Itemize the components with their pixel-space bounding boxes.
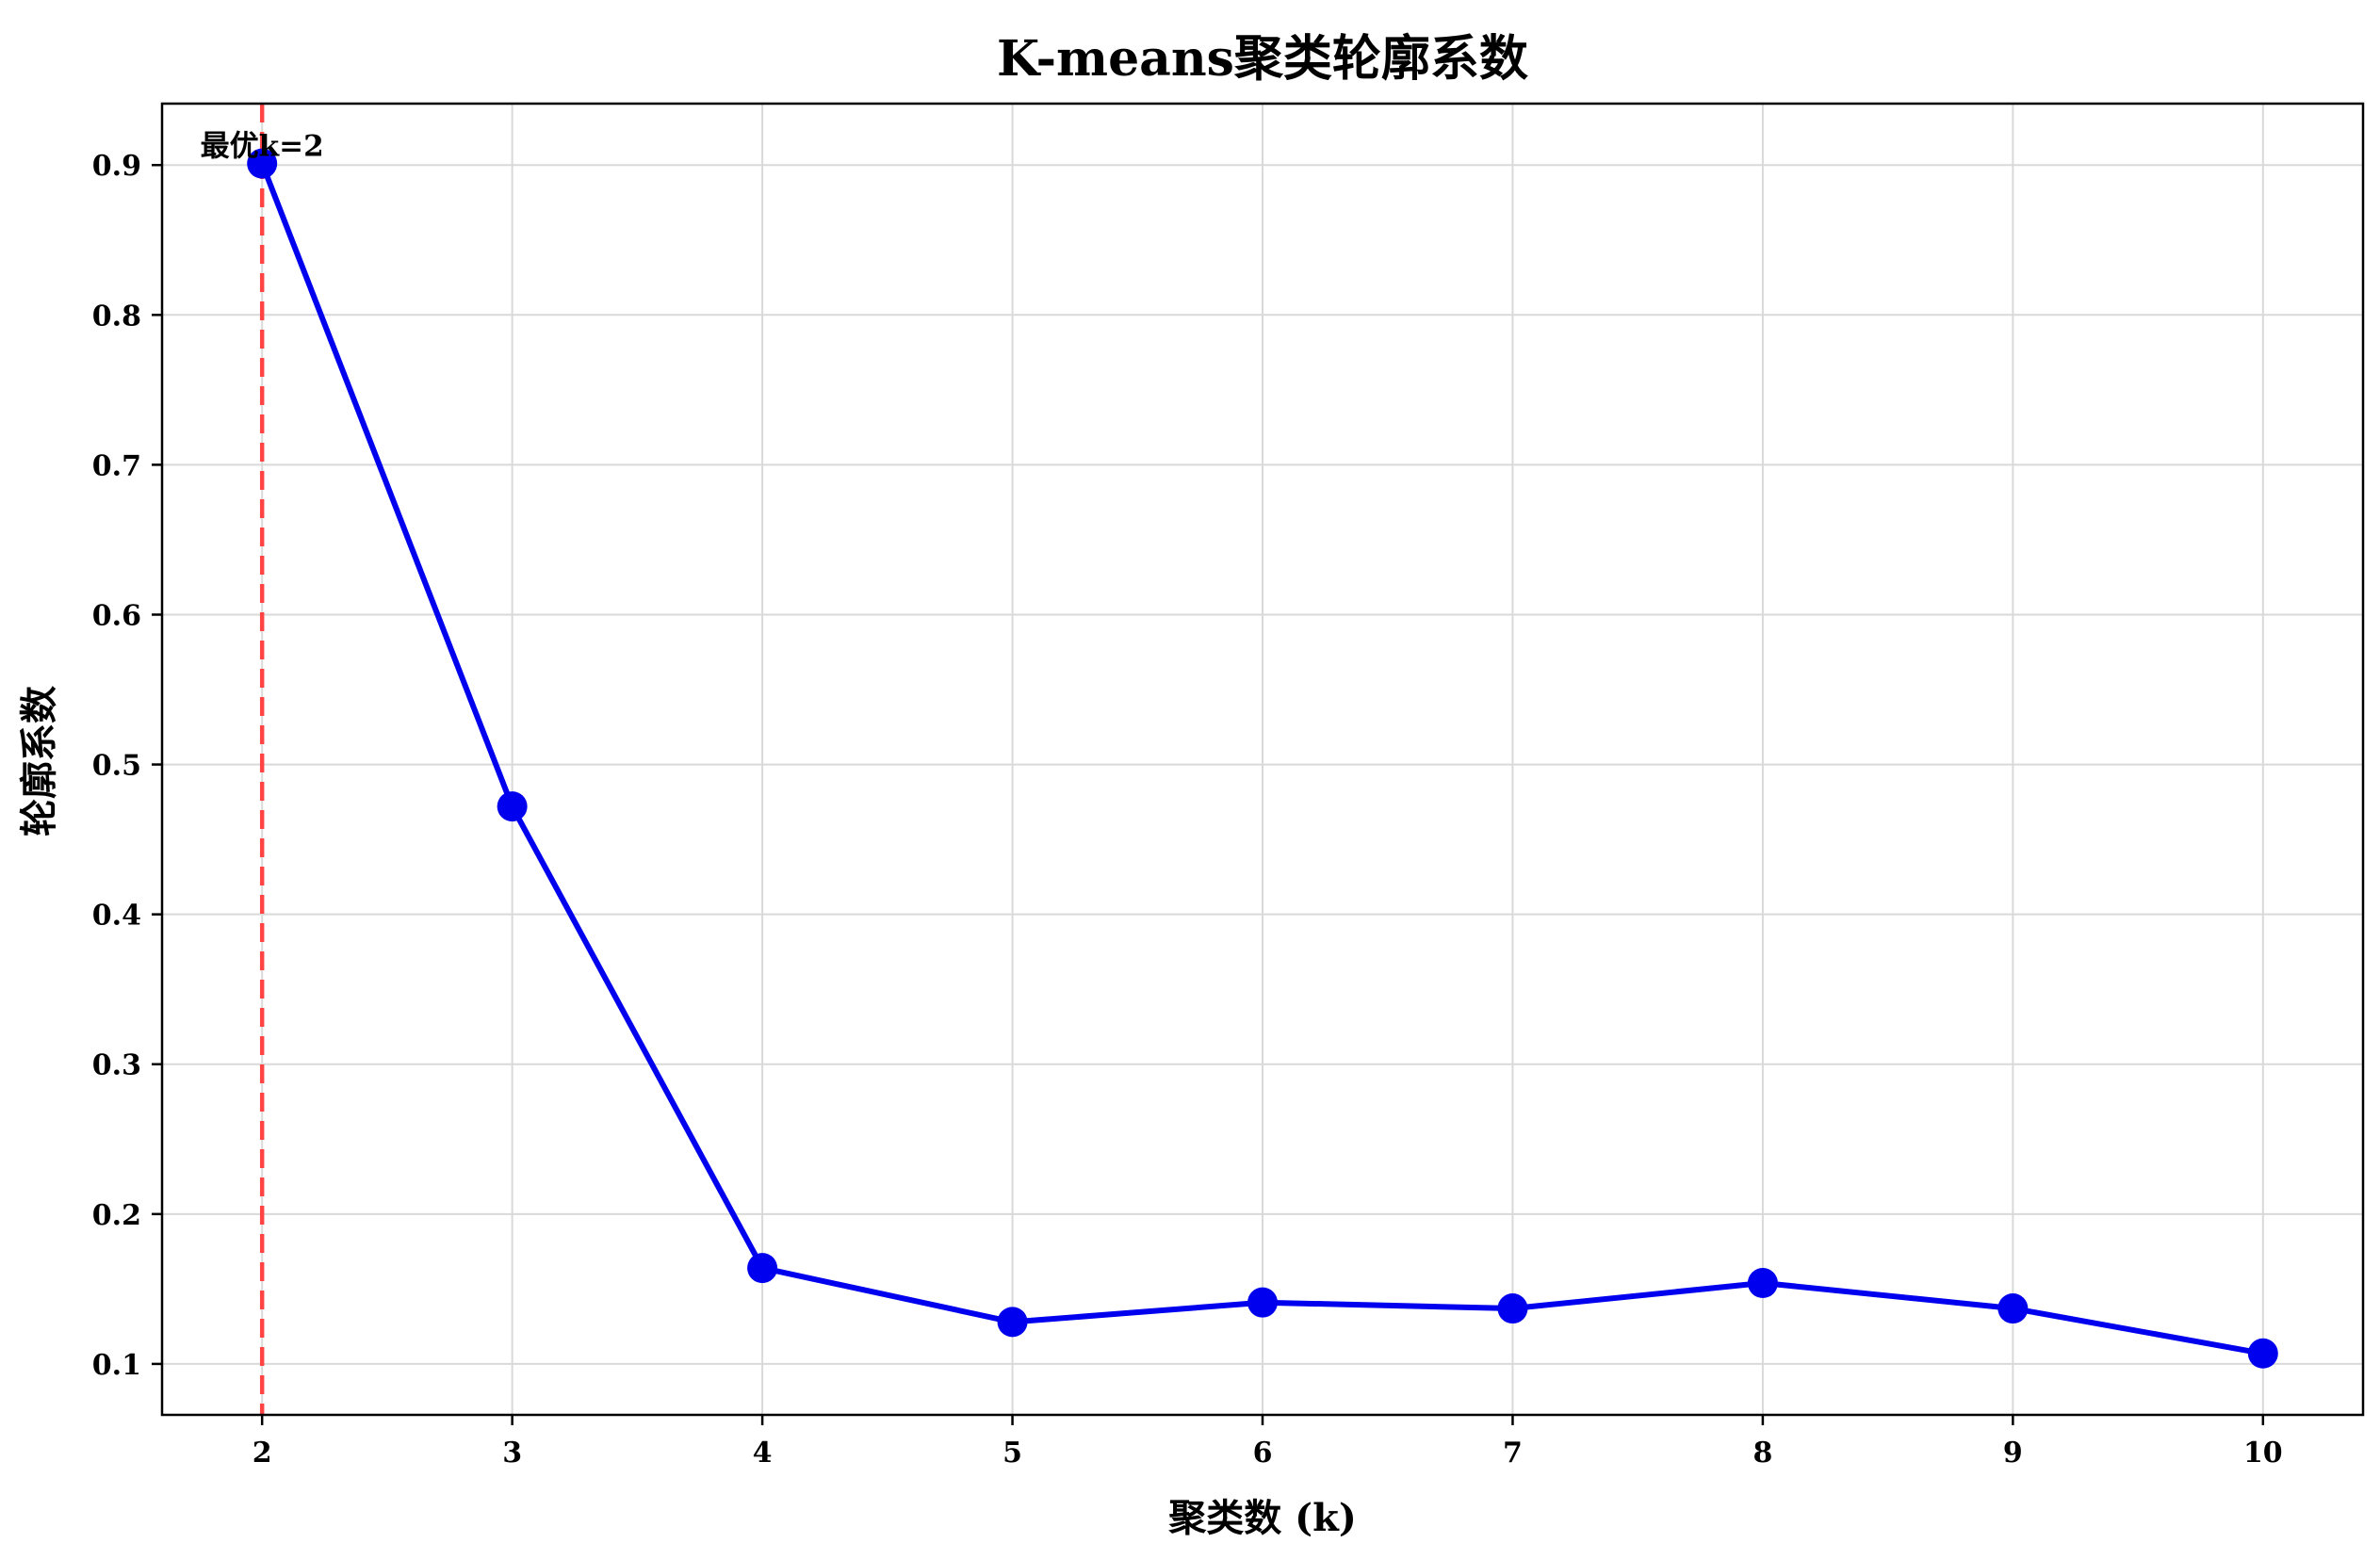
x-tick-label-8: 8 (1752, 1437, 1772, 1470)
y-axis-label: 轮廓系数 (17, 686, 61, 836)
data-point-k2 (247, 148, 278, 179)
y-tick-label-0.5: 0.5 (92, 750, 141, 783)
y-tick-label-0.4: 0.4 (92, 900, 141, 933)
data-point-k8 (1747, 1268, 1778, 1299)
y-tick-label-0.9: 0.9 (92, 150, 141, 183)
data-point-k6 (1247, 1287, 1278, 1318)
x-tick-label-2: 2 (253, 1437, 272, 1470)
x-axis-label: 聚类数 (k) (1167, 1496, 1357, 1540)
x-tick-label-10: 10 (2243, 1437, 2283, 1470)
y-tick-label-0.7: 0.7 (92, 449, 141, 482)
data-point-k3 (497, 791, 528, 822)
x-tick-label-7: 7 (1503, 1437, 1523, 1470)
y-tick-label-0.2: 0.2 (92, 1199, 141, 1232)
optimal-k-annotation: 最优k=2 (201, 130, 324, 164)
chart-title: K-means聚类轮廓系数 (997, 30, 1528, 88)
y-tick-label-0.1: 0.1 (92, 1349, 141, 1382)
grid-layer (162, 104, 2363, 1415)
y-tick-label-0.6: 0.6 (92, 599, 141, 632)
data-point-k4 (747, 1253, 778, 1284)
axes-layer: 2 3 4 5 6 7 8 9 10 0.1 0.2 0.3 0.4 0.5 0.6 0.7 0.8 0.9 (92, 102, 2365, 1470)
data-point-k7 (1497, 1293, 1528, 1324)
y-tick-label-0.8: 0.8 (92, 300, 141, 333)
data-point-k10 (2247, 1338, 2278, 1369)
x-tick-label-5: 5 (1003, 1437, 1022, 1470)
data-point-k9 (1997, 1293, 2029, 1324)
x-tick-label-6: 6 (1253, 1437, 1273, 1470)
y-tick-label-0.3: 0.3 (92, 1049, 141, 1082)
data-point-k5 (997, 1307, 1028, 1338)
annotation-layer: 最优k=2 (201, 130, 324, 164)
x-tick-label-3: 3 (502, 1437, 522, 1470)
x-tick-label-9: 9 (2003, 1437, 2023, 1470)
series-layer (247, 148, 2278, 1369)
x-tick-label-4: 4 (753, 1437, 773, 1470)
